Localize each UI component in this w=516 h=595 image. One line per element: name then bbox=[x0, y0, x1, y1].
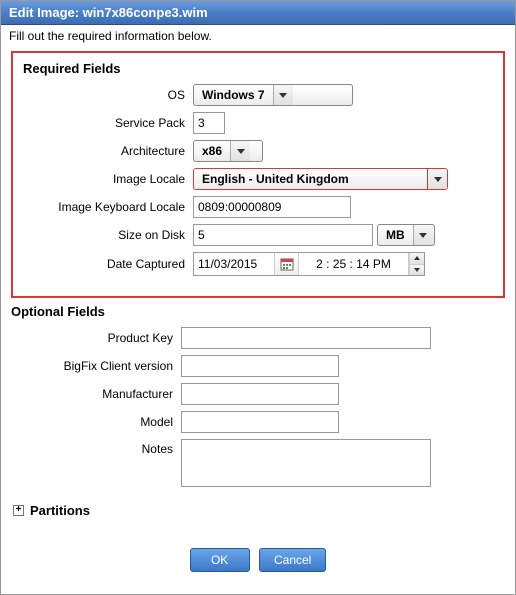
keyboard-locale-input[interactable] bbox=[193, 196, 351, 218]
time-spin-down[interactable] bbox=[409, 264, 424, 276]
image-locale-value: English - United Kingdom bbox=[194, 169, 427, 189]
dialog-body: Required Fields OS Windows 7 Service Pac… bbox=[1, 51, 515, 594]
keyboard-locale-label: Image Keyboard Locale bbox=[23, 200, 193, 214]
date-captured-group bbox=[193, 252, 425, 276]
service-pack-input[interactable] bbox=[193, 112, 225, 134]
time-spinner bbox=[408, 253, 424, 275]
product-key-label: Product Key bbox=[11, 331, 181, 345]
calendar-icon bbox=[280, 257, 294, 271]
chevron-down-icon bbox=[273, 85, 293, 105]
required-fields-section: Required Fields OS Windows 7 Service Pac… bbox=[11, 51, 505, 298]
size-input[interactable] bbox=[193, 224, 373, 246]
image-locale-label: Image Locale bbox=[23, 172, 193, 186]
manufacturer-label: Manufacturer bbox=[11, 387, 181, 401]
image-locale-dropdown[interactable]: English - United Kingdom bbox=[193, 168, 448, 190]
partitions-expander[interactable]: + bbox=[13, 505, 24, 516]
chevron-down-icon bbox=[413, 225, 433, 245]
model-input[interactable] bbox=[181, 411, 339, 433]
time-input[interactable] bbox=[298, 253, 408, 275]
os-label: OS bbox=[23, 88, 193, 102]
notes-label: Notes bbox=[11, 439, 181, 456]
architecture-dropdown[interactable]: x86 bbox=[193, 140, 263, 162]
model-label: Model bbox=[11, 415, 181, 429]
time-spin-up[interactable] bbox=[409, 253, 424, 264]
cancel-button[interactable]: Cancel bbox=[259, 548, 326, 572]
client-version-label: BigFix Client version bbox=[11, 359, 181, 373]
size-label: Size on Disk bbox=[23, 228, 193, 242]
date-captured-label: Date Captured bbox=[23, 257, 193, 271]
required-fields-title: Required Fields bbox=[23, 61, 493, 76]
size-unit-dropdown[interactable]: MB bbox=[377, 224, 435, 246]
architecture-value: x86 bbox=[194, 141, 230, 161]
calendar-button[interactable] bbox=[274, 253, 298, 275]
architecture-label: Architecture bbox=[23, 144, 193, 158]
chevron-down-icon bbox=[230, 141, 250, 161]
notes-input[interactable] bbox=[181, 439, 431, 487]
partitions-label: Partitions bbox=[30, 503, 90, 518]
ok-button[interactable]: OK bbox=[190, 548, 250, 572]
optional-fields-title: Optional Fields bbox=[11, 304, 505, 319]
os-value: Windows 7 bbox=[194, 85, 273, 105]
subtitle: Fill out the required information below. bbox=[1, 25, 515, 51]
size-unit-value: MB bbox=[378, 225, 413, 245]
product-key-input[interactable] bbox=[181, 327, 431, 349]
partitions-section: + Partitions bbox=[13, 503, 505, 518]
titlebar: Edit Image: win7x86conpe3.wim bbox=[1, 1, 515, 25]
client-version-input[interactable] bbox=[181, 355, 339, 377]
button-bar: OK Cancel bbox=[11, 548, 505, 584]
chevron-down-icon bbox=[427, 169, 447, 189]
edit-image-dialog: Edit Image: win7x86conpe3.wim Fill out t… bbox=[0, 0, 516, 595]
date-input[interactable] bbox=[194, 253, 274, 275]
service-pack-label: Service Pack bbox=[23, 116, 193, 130]
os-dropdown[interactable]: Windows 7 bbox=[193, 84, 353, 106]
manufacturer-input[interactable] bbox=[181, 383, 339, 405]
